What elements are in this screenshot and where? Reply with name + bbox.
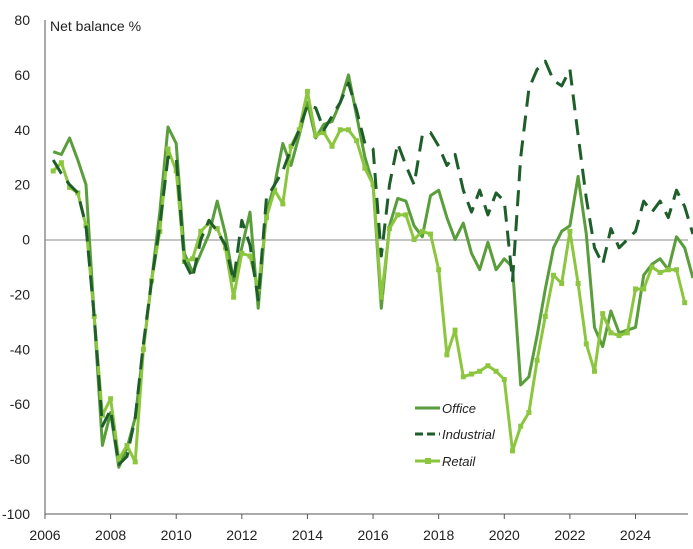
- data-point-retail: [444, 352, 450, 358]
- y-tick-label: -100: [2, 506, 30, 522]
- data-point-retail: [288, 143, 294, 149]
- data-point-retail: [427, 231, 433, 237]
- y-tick-label: -40: [10, 341, 30, 357]
- data-point-retail: [485, 363, 491, 369]
- data-point-retail: [280, 201, 286, 207]
- data-point-retail: [583, 341, 589, 347]
- data-point-retail: [214, 226, 220, 232]
- data-point-retail: [477, 368, 483, 374]
- x-tick-label: 2018: [423, 527, 454, 543]
- data-point-retail: [501, 377, 507, 383]
- data-point-retail: [329, 143, 335, 149]
- x-tick-label: 2020: [489, 527, 520, 543]
- data-point-retail: [600, 311, 606, 317]
- data-point-retail: [386, 226, 392, 232]
- data-point-retail: [67, 184, 73, 190]
- series-line-industrial: [51, 59, 693, 467]
- data-point-retail: [526, 409, 532, 415]
- y-tick-label: 40: [14, 122, 30, 138]
- data-point-retail: [378, 294, 384, 300]
- y-tick-label: 20: [14, 177, 30, 193]
- data-point-retail: [140, 346, 146, 352]
- legend-label-retail: Retail: [442, 454, 476, 469]
- data-point-retail: [468, 371, 474, 377]
- data-point-retail: [321, 130, 327, 136]
- data-point-retail: [132, 459, 138, 465]
- data-point-retail: [616, 333, 622, 339]
- data-point-retail: [165, 146, 171, 152]
- data-point-retail: [198, 228, 204, 234]
- data-point-retail: [345, 127, 351, 133]
- data-point-retail: [108, 396, 114, 402]
- data-point-retail: [534, 357, 540, 363]
- data-point-retail: [91, 313, 97, 319]
- legend: Office Industrial Retail: [415, 401, 496, 469]
- data-point-retail: [124, 442, 130, 448]
- data-point-retail: [411, 237, 417, 243]
- data-point-retail: [247, 253, 253, 259]
- data-point-retail: [460, 374, 466, 380]
- x-tick-label: 2006: [29, 527, 60, 543]
- data-point-retail: [362, 165, 368, 171]
- legend-marker-retail: [425, 458, 431, 464]
- data-point-retail: [567, 228, 573, 234]
- x-tick-label: 2008: [95, 527, 126, 543]
- data-point-retail: [575, 280, 581, 286]
- data-point-retail: [75, 190, 81, 196]
- data-point-retail: [518, 423, 524, 429]
- x-tick-label: 2024: [620, 527, 651, 543]
- x-tick-label: 2012: [226, 527, 257, 543]
- data-point-retail: [272, 187, 278, 193]
- legend-label-office: Office: [442, 401, 476, 416]
- data-point-retail: [58, 160, 64, 166]
- data-point-retail: [116, 456, 122, 462]
- y-tick-label: -20: [10, 286, 30, 302]
- data-point-retail: [313, 132, 319, 138]
- data-point-retail: [419, 228, 425, 234]
- x-tick-label: 2010: [161, 527, 192, 543]
- data-point-retail: [608, 330, 614, 336]
- data-point-retail: [190, 256, 196, 262]
- data-point-retail: [657, 269, 663, 275]
- data-point-retail: [682, 300, 688, 306]
- data-point-retail: [633, 286, 639, 292]
- data-point-retail: [263, 215, 269, 221]
- series-line-office: [52, 73, 693, 469]
- data-point-retail: [239, 250, 245, 256]
- data-point-retail: [50, 168, 56, 174]
- y-tick-label: 60: [14, 67, 30, 83]
- y-tick-label: -60: [10, 396, 30, 412]
- data-point-retail: [436, 267, 442, 273]
- data-point-retail: [354, 138, 360, 144]
- data-point-retail: [665, 267, 671, 273]
- x-tick-label: 2022: [554, 527, 585, 543]
- y-tick-label: 80: [14, 12, 30, 28]
- data-point-retail: [395, 212, 401, 218]
- y-tick-label: 0: [22, 232, 30, 248]
- data-point-retail: [624, 330, 630, 336]
- legend-label-industrial: Industrial: [442, 427, 496, 442]
- data-point-retail: [649, 264, 655, 270]
- data-point-retail: [592, 368, 598, 374]
- y-axis-label: Net balance %: [50, 18, 141, 34]
- data-point-retail: [304, 88, 310, 94]
- data-point-retail: [674, 267, 680, 273]
- data-point-retail: [509, 448, 515, 454]
- data-point-retail: [542, 313, 548, 319]
- data-point-retail: [641, 286, 647, 292]
- data-point-retail: [559, 280, 565, 286]
- y-tick-label: -80: [10, 451, 30, 467]
- x-tick-label: 2016: [357, 527, 388, 543]
- data-point-retail: [403, 212, 409, 218]
- data-point-retail: [296, 127, 302, 133]
- x-tick-label: 2014: [292, 527, 323, 543]
- data-point-retail: [493, 368, 499, 374]
- data-point-retail: [337, 127, 343, 133]
- data-point-retail: [452, 327, 458, 333]
- data-point-retail: [550, 272, 556, 278]
- data-point-retail: [370, 182, 376, 188]
- data-point-retail: [231, 294, 237, 300]
